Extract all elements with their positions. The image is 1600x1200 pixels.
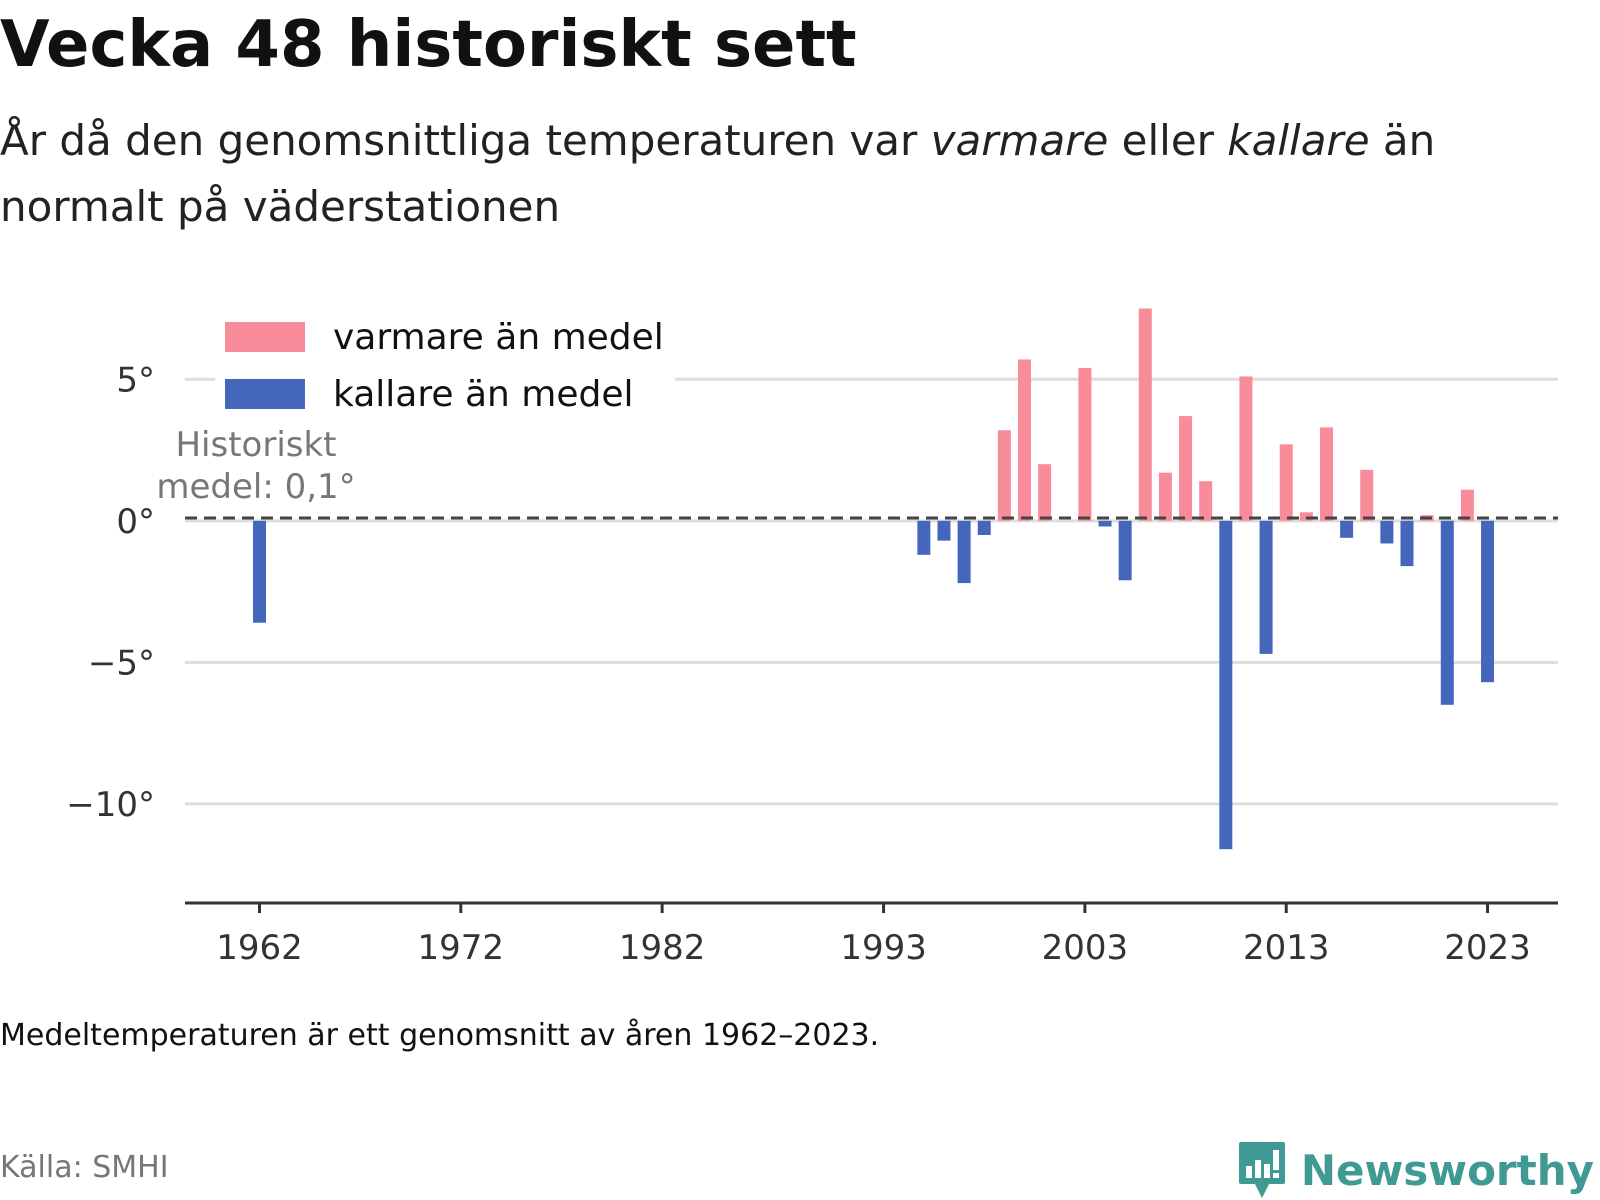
bar-cold [1340,520,1354,538]
subtitle-part-3: än normalt på väderstationen [0,116,1436,231]
bar-cold [917,520,931,555]
bar-warm [1038,464,1052,521]
y-tick-label: −5° [88,643,155,683]
bar-warm [1319,427,1333,521]
bar-cold [1440,520,1454,705]
bar-warm [1138,308,1152,521]
gridlines [185,377,1558,806]
y-tick-label: −10° [66,785,155,825]
bar-warm [1078,367,1092,521]
subtitle-part-1: År då den genomsnittliga temperaturen va… [0,116,931,165]
subtitle-part-2: eller [1108,116,1228,165]
footnote: Medeltemperaturen är ett genomsnitt av å… [0,1018,880,1053]
legend-swatch-warm [225,322,305,352]
x-tick-label: 1993 [840,928,927,968]
bar-warm [1460,489,1474,521]
bar-chart: 5°0°−5°−10°1962 1972 1982 1993 2003 2013 2023 … [66,305,1558,968]
bar-cold [252,520,266,623]
legend-label-cold: kallare än medel [333,374,633,415]
x-tick-label: 2003 [1042,928,1129,968]
x-tick-label: 2023 [1444,928,1531,968]
bar-warm [1179,416,1193,521]
bar-warm [1158,472,1172,521]
newsworthy-logo-icon [1238,1142,1285,1198]
brand-name: Newsworthy [1300,1145,1594,1195]
bar-cold [937,520,951,541]
bar-cold [1098,520,1112,527]
mean-annotation-line-1: Historiskt [175,425,336,465]
bar-warm [1279,444,1293,521]
legend-swatch-cold [225,379,305,409]
chart-title: Vecka 48 historiskt sett [0,8,857,82]
bar-warm [1360,469,1374,521]
bar-cold [1219,520,1233,850]
subtitle-cold-word: kallare [1227,116,1370,165]
bar-cold [957,520,971,584]
bar-cold [1118,520,1132,581]
bar-warm [1018,359,1032,521]
bar-warm [1199,481,1213,521]
x-tick-label: 1982 [619,928,706,968]
x-tick-label: 1972 [418,928,505,968]
bar-cold [1259,520,1273,654]
chart-subtitle: År då den genomsnittliga temperaturen va… [0,108,1570,240]
bars [252,308,1495,850]
bar-cold [977,520,991,535]
bar-warm [997,430,1011,521]
brand-logo: Newsworthy [1237,1140,1594,1200]
bar-warm [1239,376,1253,521]
legend: varmare än medel kallare än medel [215,305,675,425]
source-credit: Källa: SMHI [0,1150,169,1185]
y-tick-label: 5° [116,360,155,400]
bar-cold [1481,520,1495,683]
bar-cold [1400,520,1414,567]
y-tick-label: 0° [116,502,155,542]
x-tick-label: 1962 [216,928,303,968]
x-tick-label: 2013 [1243,928,1330,968]
mean-annotation-line-2: medel: 0,1° [156,467,355,507]
bar-cold [1380,520,1394,544]
legend-label-warm: varmare än medel [333,317,664,358]
axes: 5° 0° −5° −10° 1962 1972 1982 1993 2003 2013 2023 [66,360,1558,968]
subtitle-warm-word: varmare [930,116,1109,165]
